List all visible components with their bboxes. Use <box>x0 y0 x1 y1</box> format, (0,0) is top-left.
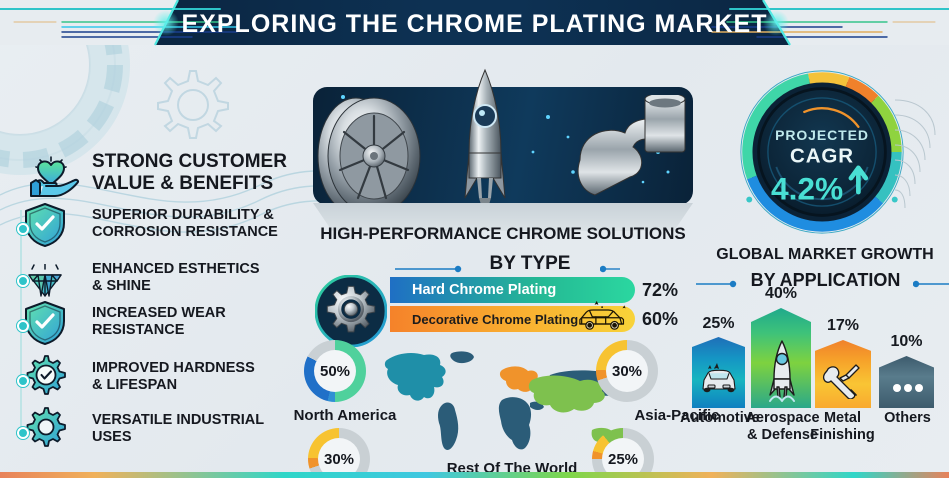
svg-text:CAGR: CAGR <box>790 144 854 167</box>
svg-text:4.2%: 4.2% <box>771 171 843 207</box>
svg-text:PROJECTED: PROJECTED <box>775 127 869 143</box>
